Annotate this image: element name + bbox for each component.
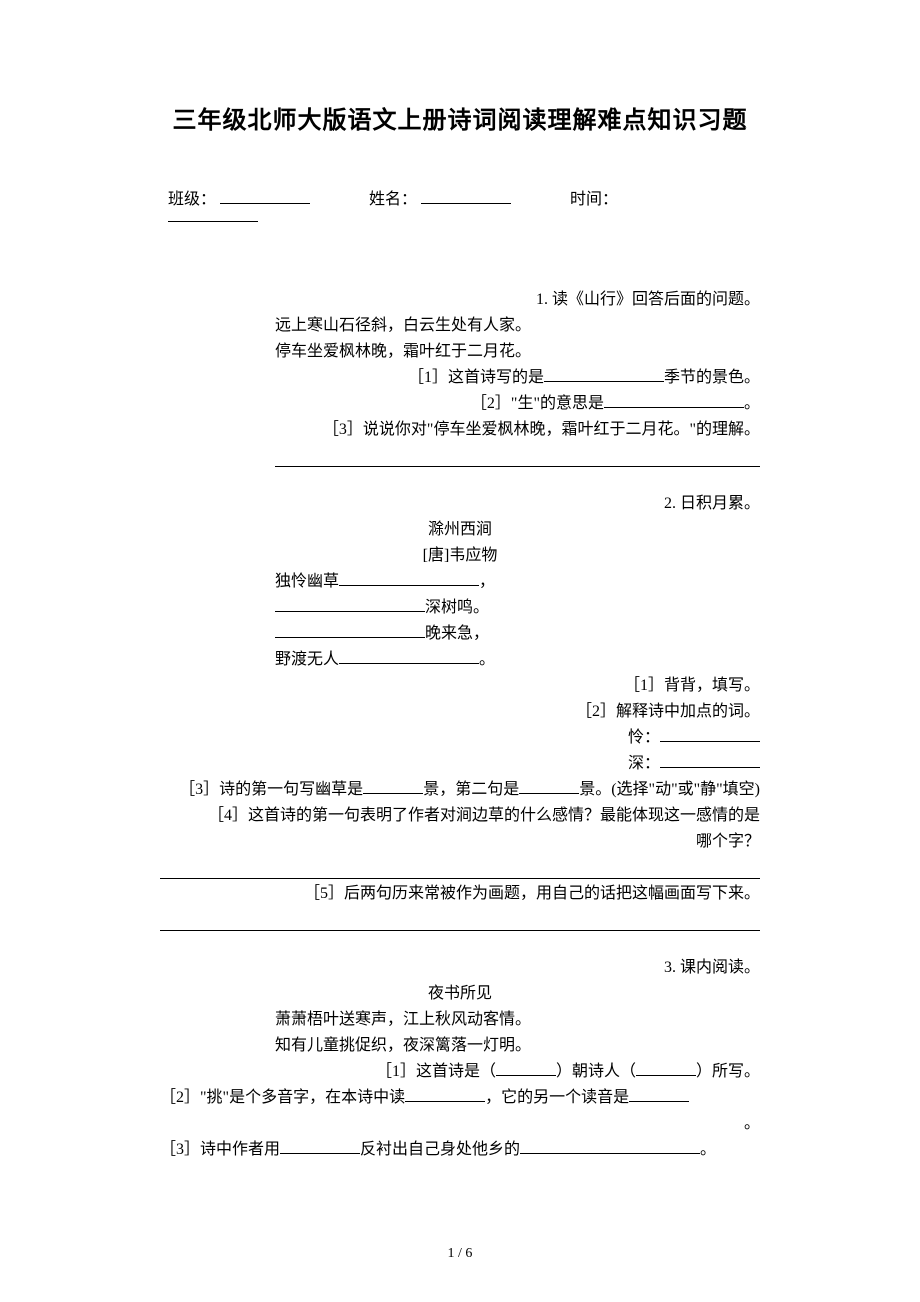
q2-sub3-text-a: ［3］诗的第一句写幽草是 [179, 781, 363, 798]
q2-line2-text: 深树鸣。 [425, 599, 489, 616]
q3-poem-line2: 知有儿童挑促织，夜深篱落一灯明。 [160, 1033, 760, 1059]
q1-sub1: ［1］这首诗写的是 季节的景色。 [160, 365, 760, 391]
q2-sub3: ［3］诗的第一句写幽草是 景，第二句是 景。(选择"动"或"静"填空) [160, 777, 760, 803]
q1-sub2-blank[interactable] [604, 392, 744, 408]
q1-number: 1. 读《山行》回答后面的问题。 [160, 287, 760, 313]
q1-sub3-answer-line[interactable] [275, 449, 760, 467]
q1-poem-line2: 停车坐爱枫林晚，霜叶红于二月花。 [160, 339, 760, 365]
q2-line4-blank[interactable] [339, 648, 479, 664]
time-label: 时间： [570, 185, 618, 209]
q3-sub3-text-b: 反衬出自己身处他乡的 [360, 1141, 520, 1158]
q2-sub5-answer-line[interactable] [160, 913, 760, 931]
q1-sub2-text-b: 。 [744, 395, 760, 412]
document-body: 1. 读《山行》回答后面的问题。 远上寒山石径斜，白云生处有人家。 停车坐爱枫林… [160, 287, 760, 1163]
q2-poem-author: [唐]韦应物 [160, 543, 760, 569]
document-title: 三年级北师大版语文上册诗词阅读理解难点知识习题 [160, 100, 760, 135]
q3-sub3-text-c: 。 [700, 1141, 716, 1158]
class-label: 班级： [168, 185, 216, 209]
q3-sub2-end: 。 [160, 1111, 760, 1137]
q3-sub3-blank1[interactable] [280, 1138, 360, 1154]
name-blank[interactable] [421, 203, 511, 204]
q2-word1-label: 怜： [628, 729, 660, 746]
q3-sub1-blank1[interactable] [496, 1060, 556, 1076]
q2-word2: 深： [160, 751, 760, 777]
q3-poem-title: 夜书所见 [160, 981, 760, 1007]
q2-line1-blank[interactable] [339, 570, 479, 586]
q1-sub1-text-a: ［1］这首诗写的是 [408, 369, 544, 386]
q2-line1-text: 独怜幽草 [275, 573, 339, 590]
name-label: 姓名： [369, 185, 417, 209]
q2-sub3-text-c: 景。(选择"动"或"静"填空) [579, 781, 760, 798]
q1-sub1-text-b: 季节的景色。 [664, 369, 760, 386]
q1-poem-line1: 远上寒山石径斜，白云生处有人家。 [160, 313, 760, 339]
q1-sub1-blank[interactable] [544, 366, 664, 382]
q2-poem-line1: 独怜幽草， [160, 569, 760, 595]
q2-sub5: ［5］后两句历来常被作为画题，用自己的话把这幅画面写下来。 [160, 881, 760, 907]
q3-sub2-blank2[interactable] [629, 1086, 689, 1102]
student-info-row: 班级： 姓名： 时间： [160, 185, 760, 227]
q3-sub3-blank2[interactable] [520, 1138, 700, 1154]
q2-sub1: ［1］背背，填写。 [160, 673, 760, 699]
q3-poem-line1: 萧萧梧叶送寒声，江上秋风动客情。 [160, 1007, 760, 1033]
page-number: 1 / 6 [0, 1246, 920, 1262]
class-blank[interactable] [220, 203, 310, 204]
q2-word1-blank[interactable] [660, 726, 760, 742]
q3-number: 3. 课内阅读。 [160, 955, 760, 981]
q2-poem-title: 滁州西涧 [160, 517, 760, 543]
q2-poem-line4: 野渡无人 。 [160, 647, 760, 673]
q2-line2-blank[interactable] [275, 596, 425, 612]
q3-sub2: ［2］"挑"是个多音字，在本诗中读 ，它的另一个读音是 [160, 1085, 760, 1111]
q3-sub3: ［3］诗中作者用 反衬出自己身处他乡的 。 [160, 1137, 760, 1163]
q2-number: 2. 日积月累。 [160, 491, 760, 517]
q2-sub4: ［4］这首诗的第一句表明了作者对涧边草的什么感情？最能体现这一感情的是 哪个字？ [160, 803, 760, 855]
q1-sub2-text-a: ［2］"生"的意思是 [471, 395, 604, 412]
q2-sub3-text-b: 景，第二句是 [423, 781, 519, 798]
q3-sub2-text-a: ［2］"挑"是个多音字，在本诗中读 [160, 1089, 405, 1106]
q3-sub1: ［1］这首诗是（ ）朝诗人（ ）所写。 [160, 1059, 760, 1085]
q3-sub1-text-a: ［1］这首诗是（ [376, 1063, 496, 1080]
q2-line4-text-a: 野渡无人 [275, 651, 339, 668]
q2-word2-label: 深： [628, 755, 660, 772]
q2-word1: 怜： [160, 725, 760, 751]
q1-sub2: ［2］"生"的意思是 。 [160, 391, 760, 417]
q2-line4-text-b: 。 [479, 651, 495, 668]
q3-sub1-text-c: ）所写。 [696, 1063, 760, 1080]
q2-sub4-answer-line[interactable] [160, 861, 760, 879]
q3-sub1-text-b: ）朝诗人（ [556, 1063, 636, 1080]
q2-poem-line3: 晚来急， [160, 621, 760, 647]
q2-line3-text: 晚来急， [425, 625, 489, 642]
q2-sub3-blank1[interactable] [363, 778, 423, 794]
q1-sub3: ［3］说说你对"停车坐爱枫林晚，霜叶红于二月花。"的理解。 [160, 417, 760, 443]
q2-word2-blank[interactable] [660, 752, 760, 768]
q3-sub3-text-a: ［3］诗中作者用 [160, 1141, 280, 1158]
q2-line3-blank[interactable] [275, 622, 425, 638]
q2-sub3-blank2[interactable] [519, 778, 579, 794]
q3-sub2-text-b: ，它的另一个读音是 [485, 1089, 629, 1106]
q2-sub2: ［2］解释诗中加点的词。 [160, 699, 760, 725]
q3-sub2-blank1[interactable] [405, 1086, 485, 1102]
time-blank[interactable] [168, 221, 258, 222]
q2-poem-line2: 深树鸣。 [160, 595, 760, 621]
q3-sub1-blank2[interactable] [636, 1060, 696, 1076]
